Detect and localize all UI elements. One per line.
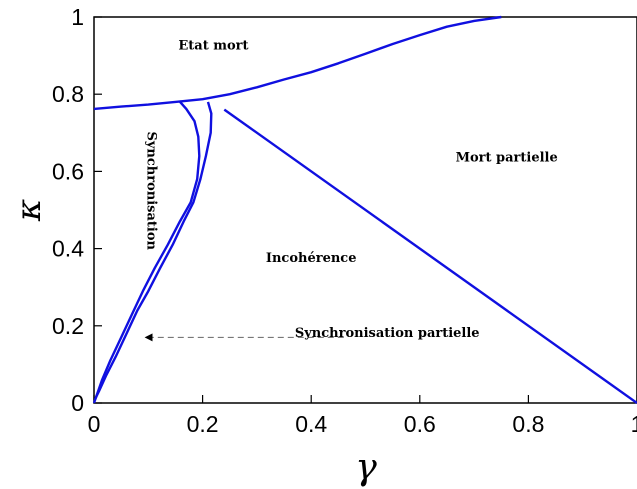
y-tick-label: 1 xyxy=(71,4,84,30)
x-tick-label: 0 xyxy=(88,411,101,437)
y-tick-label: 0.6 xyxy=(52,158,84,184)
phase-boundaries xyxy=(92,15,637,404)
y-tick-label: 0.8 xyxy=(52,81,84,107)
y-tick-label: 0.2 xyxy=(52,313,84,339)
plot-area xyxy=(93,16,637,404)
region-label: Mort partielle xyxy=(456,150,558,165)
x-axis-label: γ xyxy=(355,447,377,488)
region-label: Incohérence xyxy=(266,251,357,266)
region-label: Etat mort xyxy=(178,38,248,53)
y-tick-label: 0.4 xyxy=(52,236,84,262)
region-label: Synchronisation partielle xyxy=(295,326,480,341)
axis-ticks: 0 0.2 0.4 0.6 0.8 1 0 0.2 0.4 0.6 0.8 1 xyxy=(52,4,637,437)
region-label: Synchronisation xyxy=(144,131,159,250)
x-tick-label: 0.8 xyxy=(512,411,544,437)
x-tick-label: 1 xyxy=(631,411,637,437)
boundary-curve-3 xyxy=(94,101,213,400)
y-axis-label: κ xyxy=(9,199,49,222)
x-tick-label: 0.4 xyxy=(295,411,327,437)
boundary-curve-4 xyxy=(223,108,637,404)
x-tick-label: 0.6 xyxy=(404,411,436,437)
region-labels: Etat mort Mort partielle Incohérence Synchr… xyxy=(144,38,558,342)
y-tick-label: 0 xyxy=(71,390,84,416)
boundary-curve-2 xyxy=(92,100,201,404)
x-tick-label: 0.2 xyxy=(187,411,219,437)
boundary-curve-1 xyxy=(93,15,502,111)
